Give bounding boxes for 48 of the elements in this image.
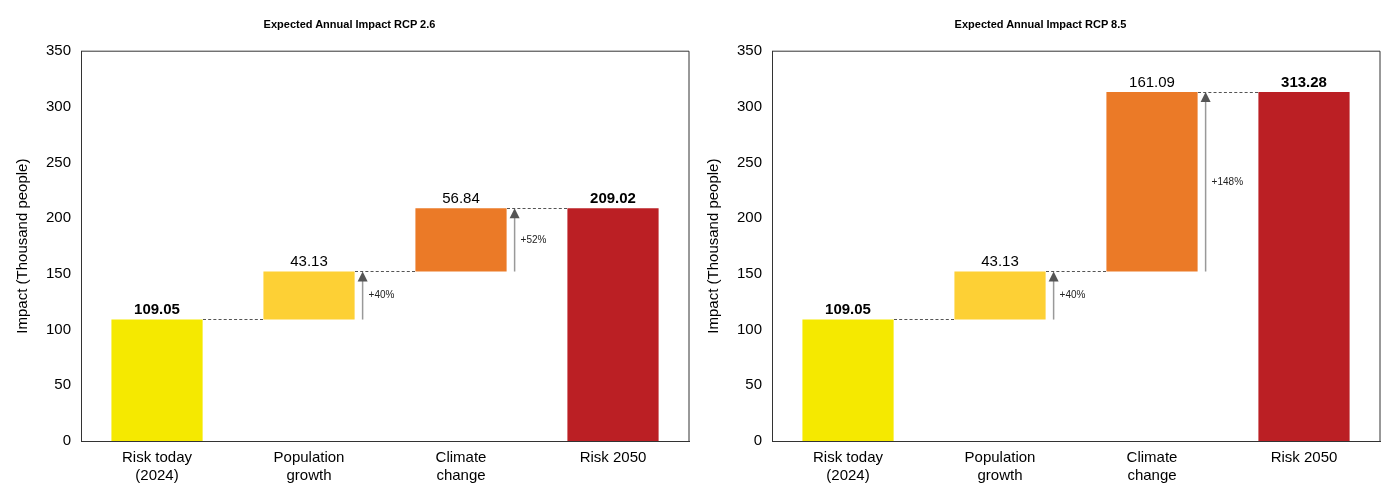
y-axis-title: Impact (Thousand people) [704,158,722,334]
annotation: +40% [368,289,395,301]
data-label: 43.13 [290,252,328,270]
x-tick-label: Risk today (2024) [813,448,884,484]
x-tick-label: Risk 2050 [579,448,647,466]
x-tick-label: Risk 2050 [1270,448,1338,466]
y-axis-title: Impact (Thousand people) [13,158,31,334]
chart-title: Expected Annual Impact RCP 2.6 [263,17,436,30]
y-tick-label: 100 [737,319,763,337]
data-label: 43.13 [981,252,1019,270]
bar [111,319,203,441]
y-tick-label: 0 [62,431,72,449]
bar [263,271,355,320]
data-label: 209.02 [590,188,636,206]
data-label: 56.84 [442,188,480,206]
data-label: 109.05 [825,300,871,318]
bar [954,271,1046,320]
x-tick-label: Climate change [435,448,487,484]
data-label: 109.05 [134,300,180,318]
y-tick-label: 300 [46,97,72,115]
bar [415,208,507,272]
x-tick-label: Population growth [273,448,345,484]
y-tick-label: 0 [753,431,763,449]
bar [567,208,659,441]
y-tick-label: 50 [54,375,72,393]
x-tick-label: Climate change [1126,448,1178,484]
y-tick-label: 100 [46,319,72,337]
bar [1106,92,1198,272]
y-tick-label: 350 [737,41,763,59]
chart-title: Expected Annual Impact RCP 8.5 [954,17,1127,30]
data-label: 313.28 [1281,72,1327,90]
x-tick-label: Population growth [964,448,1036,484]
y-tick-label: 150 [46,264,72,282]
y-tick-label: 300 [737,97,763,115]
bar [802,319,894,441]
annotation: +148% [1211,175,1244,187]
annotation: +40% [1059,289,1086,301]
y-tick-label: 200 [737,208,763,226]
bar [1258,92,1350,441]
y-tick-label: 50 [745,375,763,393]
y-tick-label: 350 [46,41,72,59]
x-tick-label: Risk today (2024) [122,448,193,484]
data-label: 161.09 [1129,72,1175,90]
y-tick-label: 150 [737,264,763,282]
annotation: +52% [520,233,547,245]
y-tick-label: 250 [46,152,72,170]
y-tick-label: 200 [46,208,72,226]
y-tick-label: 250 [737,152,763,170]
